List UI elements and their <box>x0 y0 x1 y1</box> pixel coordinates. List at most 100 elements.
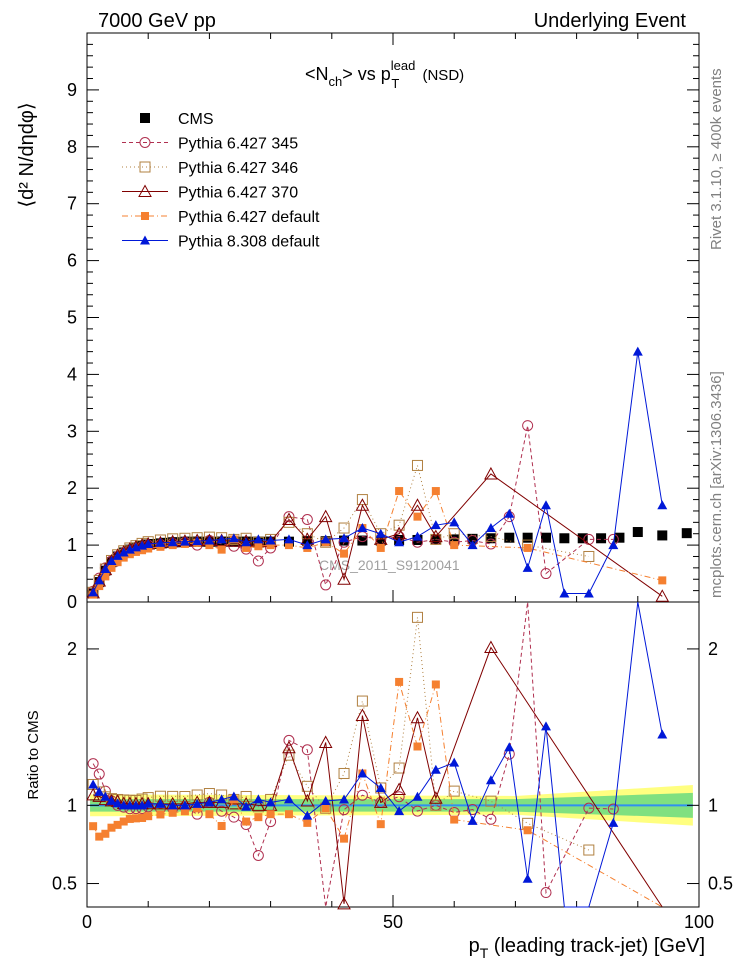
series-5-ratio-point <box>657 729 668 739</box>
x-label-rest: (leading track-jet) [GeV] <box>488 935 705 957</box>
series-4-point <box>658 576 667 585</box>
title-ch: ch <box>329 74 343 89</box>
series-0-point <box>485 533 496 544</box>
series-5-point <box>412 531 423 541</box>
series-5-ratio-point <box>265 797 276 807</box>
series-0-point <box>504 532 515 543</box>
series-5-point <box>204 535 215 545</box>
series-5-ratio-point <box>112 798 123 808</box>
series-5-point <box>449 517 460 527</box>
series-4-point <box>266 541 275 550</box>
series-5-point <box>559 588 570 598</box>
series-2-ratio-point <box>583 844 595 856</box>
series-5-point <box>394 537 405 547</box>
series-5-point <box>118 547 129 557</box>
series-0-point <box>449 534 460 545</box>
series-5-ratio-point <box>204 797 215 807</box>
series-3-point <box>282 512 296 525</box>
series-5-point <box>541 500 551 510</box>
x-tick-label: 0 <box>82 912 92 932</box>
series-5-ratio-point <box>241 801 252 811</box>
series-0-point <box>235 536 245 547</box>
series-5-ratio-point <box>143 798 154 808</box>
series-0-point <box>657 530 668 541</box>
series-5-point <box>283 534 294 544</box>
series-1-ratio-point <box>540 887 552 899</box>
series-2-point <box>411 459 423 471</box>
series-5-ratio-point <box>375 782 386 792</box>
series-4-point <box>113 558 122 567</box>
series-5-ratio-point <box>192 798 203 808</box>
series-5-point <box>430 520 441 530</box>
series-0-point <box>632 527 643 538</box>
y-tick-label: 4 <box>67 364 77 384</box>
legend-marker-3 <box>138 184 152 197</box>
title-prefix: <N <box>305 64 329 84</box>
series-5-ratio-point <box>216 794 227 804</box>
series-0-point <box>222 536 233 547</box>
series-0-point <box>210 536 221 547</box>
header-left: 7000 GeV pp <box>98 10 216 32</box>
legend-marker-5 <box>140 235 150 245</box>
series-5-point <box>375 528 386 538</box>
series-5-point <box>253 534 264 544</box>
series-3-point <box>337 572 351 585</box>
series-2-ratio-point <box>338 767 350 779</box>
series-4-ratio-point <box>180 807 189 816</box>
legend-label-0: CMS <box>178 111 214 128</box>
series-5-ratio-point <box>394 806 405 816</box>
series-4-ratio-point <box>376 820 385 829</box>
series-4-ratio-point <box>113 820 122 829</box>
series-4-ratio-point <box>523 826 532 835</box>
series-3-ratio-point <box>484 640 498 654</box>
series-1-ratio-point <box>301 744 313 756</box>
series-4-point <box>254 542 263 551</box>
series-5-ratio-point <box>412 791 423 801</box>
y-tick-label: 2 <box>67 478 77 498</box>
series-5-point <box>608 540 619 550</box>
series-5-ratio-point <box>94 786 105 796</box>
title-suffix: (NSD) <box>418 67 464 84</box>
series-4-ratio-point <box>107 823 116 832</box>
plot-title: <Nch> vs plead T (NSD) <box>305 58 464 91</box>
legend-label-3: Pythia 6.427 370 <box>178 185 298 202</box>
series-4-point <box>101 572 110 581</box>
series-3-point <box>355 498 370 511</box>
series-4-ratio-point <box>395 677 404 686</box>
series-4-point <box>138 546 147 555</box>
legend-label-5: Pythia 8.308 default <box>178 234 320 251</box>
series-0-point <box>614 532 625 543</box>
series-5-point <box>94 575 105 585</box>
legend-marker-1 <box>139 137 151 148</box>
series-2-ratio-point <box>430 799 442 811</box>
y-tick-label: 3 <box>67 421 77 441</box>
series-4-point <box>523 543 532 552</box>
series-4-ratio-point <box>431 680 440 689</box>
series-5-ratio-point <box>357 768 368 778</box>
series-4-ratio-point <box>168 808 177 817</box>
legend: CMS Pythia 6.427 345 Pythia 6.427 346 Pythi… <box>122 111 320 251</box>
series-0-point <box>149 538 160 549</box>
y-axis-label-bottom: Ratio to CMS <box>25 710 42 799</box>
series-5-ratio-point <box>228 791 239 801</box>
series-5-ratio-point <box>106 795 117 805</box>
series-5-ratio-point <box>283 794 294 804</box>
series-1-ratio-point <box>216 805 228 817</box>
series-4-point <box>450 541 459 550</box>
series-4-ratio-point <box>131 814 140 823</box>
series-0-point <box>596 533 607 544</box>
legend-label-4: Pythia 6.427 default <box>178 209 320 226</box>
series-4-point <box>242 543 251 552</box>
series-4-ratio-point <box>340 834 349 843</box>
legend-label-1: Pythia 6.427 345 <box>178 136 298 153</box>
series-5-point <box>583 588 594 598</box>
series-4-ratio-point <box>119 817 128 826</box>
legend-marker-4 <box>141 212 149 220</box>
series-5-point <box>88 587 99 597</box>
title-sup: lead <box>391 58 416 73</box>
series-5-point <box>106 556 117 566</box>
y-tick-label: 5 <box>67 308 77 328</box>
series-5-ratio-point <box>522 873 533 883</box>
series-3-ratio-point <box>251 798 266 811</box>
